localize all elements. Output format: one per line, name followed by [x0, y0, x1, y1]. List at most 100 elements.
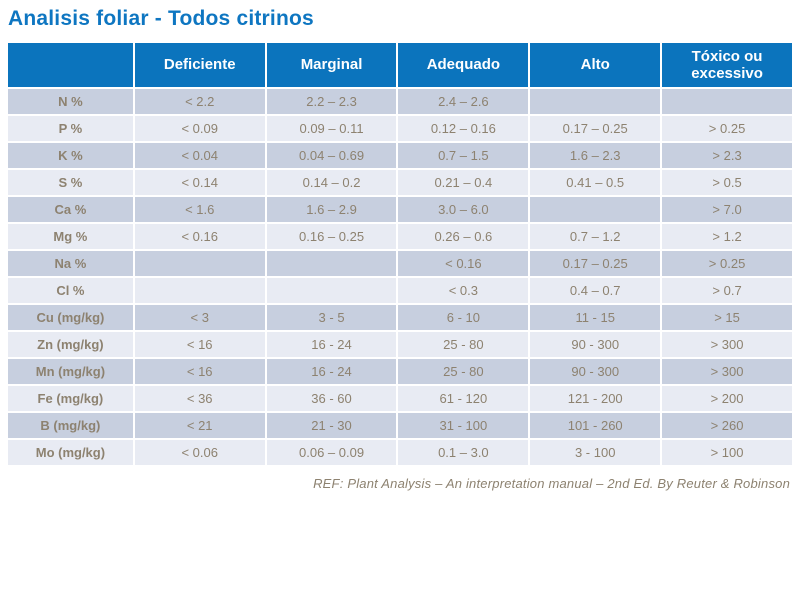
- table-cell: [266, 278, 397, 303]
- table-row: Mg % < 0.16 0.16 – 0.25 0.26 – 0.6 0.7 – 1.2…: [8, 224, 792, 249]
- table-cell: 0.04 – 0.69: [266, 143, 397, 168]
- table-cell: 0.4 – 0.7: [530, 278, 661, 303]
- table-cell: < 1.6: [134, 197, 265, 222]
- table-cell: 0.26 – 0.6: [398, 224, 529, 249]
- table-cell: 0.06 – 0.09: [266, 440, 397, 465]
- row-label: S %: [8, 170, 133, 195]
- column-header-deficiente: Deficiente: [134, 43, 265, 87]
- table-cell: < 0.04: [134, 143, 265, 168]
- table-row: Mn (mg/kg) < 16 16 - 24 25 - 80 90 - 300 > 30…: [8, 359, 792, 384]
- table-cell: < 16: [134, 359, 265, 384]
- table-cell: 0.21 – 0.4: [398, 170, 529, 195]
- table-body: N % < 2.2 2.2 – 2.3 2.4 – 2.6 P % < 0.09 0.09 …: [8, 89, 792, 465]
- page-title: Analisis foliar - Todos citrinos: [8, 7, 314, 30]
- table-cell: < 0.06: [134, 440, 265, 465]
- row-label: B (mg/kg): [8, 413, 133, 438]
- table-cell: < 0.16: [398, 251, 529, 276]
- row-label: Cu (mg/kg): [8, 305, 133, 330]
- column-header-alto: Alto: [530, 43, 661, 87]
- column-header-toxico: Tóxico ou excessivo: [662, 43, 792, 87]
- table-cell: 16 - 24: [266, 359, 397, 384]
- table-cell: 11 - 15: [530, 305, 661, 330]
- table-cell: 90 - 300: [530, 332, 661, 357]
- table-row: P % < 0.09 0.09 – 0.11 0.12 – 0.16 0.17 – 0.…: [8, 116, 792, 141]
- table-cell: 25 - 80: [398, 359, 529, 384]
- table-cell: > 2.3: [662, 143, 792, 168]
- row-label: Mg %: [8, 224, 133, 249]
- table-cell: 0.7 – 1.2: [530, 224, 661, 249]
- table-cell: > 7.0: [662, 197, 792, 222]
- row-label: Fe (mg/kg): [8, 386, 133, 411]
- row-label: Cl %: [8, 278, 133, 303]
- table-row: Cl % < 0.3 0.4 – 0.7 > 0.7: [8, 278, 792, 303]
- table-row: Fe (mg/kg) < 36 36 - 60 61 - 120 121 - 200 > …: [8, 386, 792, 411]
- table-cell: > 1.2: [662, 224, 792, 249]
- table-cell: [266, 251, 397, 276]
- row-label: Na %: [8, 251, 133, 276]
- table-cell: [662, 89, 792, 114]
- table-cell: 0.12 – 0.16: [398, 116, 529, 141]
- table-row: S % < 0.14 0.14 – 0.2 0.21 – 0.4 0.41 – 0.5 >…: [8, 170, 792, 195]
- table-cell: > 100: [662, 440, 792, 465]
- table-cell: > 200: [662, 386, 792, 411]
- table-cell: 0.7 – 1.5: [398, 143, 529, 168]
- table-cell: > 0.25: [662, 116, 792, 141]
- table-cell: > 15: [662, 305, 792, 330]
- table-cell: 16 - 24: [266, 332, 397, 357]
- table-row: Ca % < 1.6 1.6 – 2.9 3.0 – 6.0 > 7.0: [8, 197, 792, 222]
- table-cell: 101 - 260: [530, 413, 661, 438]
- table-cell: 36 - 60: [266, 386, 397, 411]
- table-cell: 0.17 – 0.25: [530, 251, 661, 276]
- column-header-marginal: Marginal: [266, 43, 397, 87]
- table-cell: 2.2 – 2.3: [266, 89, 397, 114]
- table-cell: [134, 278, 265, 303]
- row-label: Mn (mg/kg): [8, 359, 133, 384]
- table-cell: 1.6 – 2.9: [266, 197, 397, 222]
- table-cell: [530, 89, 661, 114]
- table-cell: < 16: [134, 332, 265, 357]
- table-cell: 0.1 – 3.0: [398, 440, 529, 465]
- table-row: N % < 2.2 2.2 – 2.3 2.4 – 2.6: [8, 89, 792, 114]
- table-cell: > 260: [662, 413, 792, 438]
- table-cell: < 36: [134, 386, 265, 411]
- table-cell: > 0.7: [662, 278, 792, 303]
- table-cell: 3.0 – 6.0: [398, 197, 529, 222]
- row-label: Ca %: [8, 197, 133, 222]
- table-row: Mo (mg/kg) < 0.06 0.06 – 0.09 0.1 – 3.0 3 - …: [8, 440, 792, 465]
- row-label: K %: [8, 143, 133, 168]
- table-cell: > 0.25: [662, 251, 792, 276]
- table-cell: 0.17 – 0.25: [530, 116, 661, 141]
- table-cell: < 3: [134, 305, 265, 330]
- table-cell: 121 - 200: [530, 386, 661, 411]
- table-cell: 2.4 – 2.6: [398, 89, 529, 114]
- table-cell: 31 - 100: [398, 413, 529, 438]
- corner-cell: [8, 43, 133, 87]
- table-cell: 0.41 – 0.5: [530, 170, 661, 195]
- table-row: Zn (mg/kg) < 16 16 - 24 25 - 80 90 - 300 > 30…: [8, 332, 792, 357]
- table-cell: 6 - 10: [398, 305, 529, 330]
- table-cell: 25 - 80: [398, 332, 529, 357]
- table-cell: 1.6 – 2.3: [530, 143, 661, 168]
- table-row: K % < 0.04 0.04 – 0.69 0.7 – 1.5 1.6 – 2.3 > …: [8, 143, 792, 168]
- table-cell: < 0.16: [134, 224, 265, 249]
- table-cell: < 0.3: [398, 278, 529, 303]
- table-cell: > 300: [662, 332, 792, 357]
- table-cell: < 2.2: [134, 89, 265, 114]
- table-cell: 0.16 – 0.25: [266, 224, 397, 249]
- row-label: Zn (mg/kg): [8, 332, 133, 357]
- table-cell: < 21: [134, 413, 265, 438]
- column-header-adequado: Adequado: [398, 43, 529, 87]
- table-cell: 0.09 – 0.11: [266, 116, 397, 141]
- table-cell: 3 - 5: [266, 305, 397, 330]
- foliar-analysis-table: Deficiente Marginal Adequado Alto Tóxico…: [6, 41, 794, 467]
- row-label: N %: [8, 89, 133, 114]
- row-label: Mo (mg/kg): [8, 440, 133, 465]
- table-cell: 0.14 – 0.2: [266, 170, 397, 195]
- table-cell: < 0.09: [134, 116, 265, 141]
- table-cell: [134, 251, 265, 276]
- table-cell: 3 - 100: [530, 440, 661, 465]
- row-label: P %: [8, 116, 133, 141]
- table-row: Na % < 0.16 0.17 – 0.25 > 0.25: [8, 251, 792, 276]
